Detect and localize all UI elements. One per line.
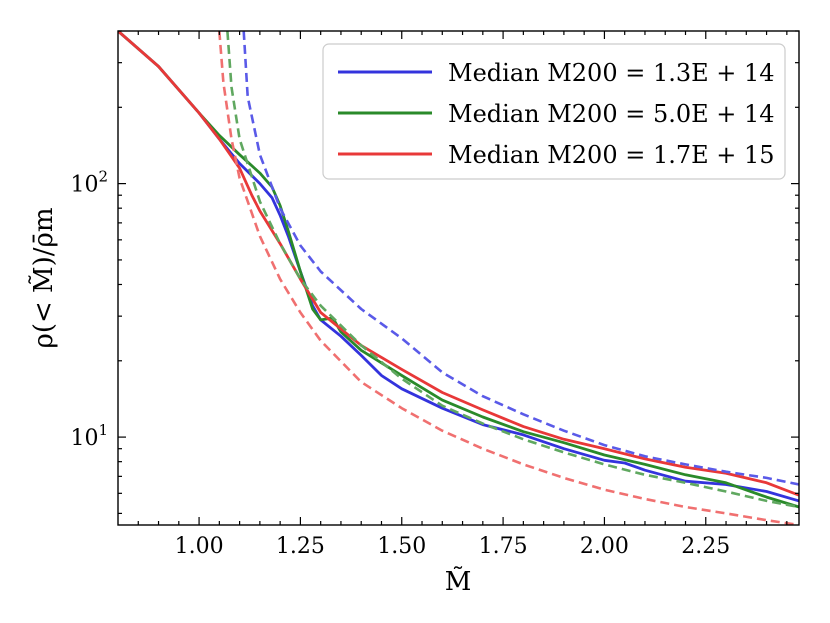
legend-label: Median M200 = 1.3E + 14 [448,59,775,87]
series-line-0 [118,31,799,503]
series-layer [118,31,799,525]
y-tick-label: 102 [70,168,108,198]
series-line-5 [218,31,799,525]
x-tick-label: 1.25 [276,534,325,559]
legend: Median M200 = 1.3E + 14 Median M200 = 5.0… [322,43,786,180]
y-tick-label: 101 [70,421,108,451]
x-tick-label: 1.75 [479,534,528,559]
y-axis-label: ρ(< M̃)/ρ̄m [28,208,59,349]
legend-frame [322,43,786,180]
x-tick-label: 1.00 [175,534,224,559]
x-tick-label: 2.00 [580,534,629,559]
x-tick-label: 2.25 [681,534,730,559]
x-axis-label: M̃ [445,566,472,597]
ticks-layer [118,30,799,525]
series-line-4 [226,31,799,509]
tick-labels: 1.00 1.25 1.50 1.75 2.00 2.25 101 102 [70,168,730,559]
series-line-3 [242,31,799,486]
x-tick-label: 1.50 [377,534,426,559]
legend-label: Median M200 = 1.7E + 15 [448,141,775,169]
legend-label: Median M200 = 5.0E + 14 [448,100,775,128]
series-line-2 [118,31,799,497]
plot-frame [117,30,800,526]
